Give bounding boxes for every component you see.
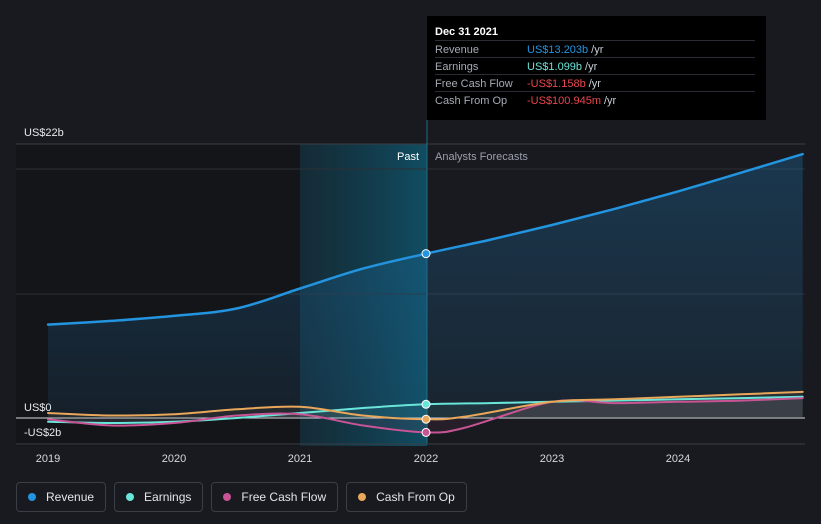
- tooltip-label: Cash From Op: [435, 95, 508, 107]
- revenue-marker: [421, 249, 431, 259]
- legend: Revenue Earnings Free Cash Flow Cash Fro…: [16, 482, 467, 512]
- x-tick-label: 2021: [288, 453, 312, 465]
- revenue-area: [48, 154, 803, 418]
- tooltip-label: Earnings: [435, 61, 479, 73]
- tooltip-row-earnings: Earnings US$1.099b/yr: [435, 57, 755, 75]
- legend-label: Earnings: [144, 490, 192, 504]
- tooltip-label: Free Cash Flow: [435, 78, 513, 90]
- legend-item-cash-from-op[interactable]: Cash From Op: [346, 482, 467, 512]
- y-axis-label: -US$2b: [24, 427, 61, 439]
- x-tick-label: 2020: [162, 453, 186, 465]
- legend-item-revenue[interactable]: Revenue: [16, 482, 107, 512]
- past-label: Past: [397, 151, 419, 163]
- tooltip-value: US$13.203b/yr: [527, 44, 604, 56]
- tooltip-value: US$1.099b/yr: [527, 61, 598, 73]
- x-tick-label: 2023: [540, 453, 564, 465]
- forecast-label: Analysts Forecasts: [435, 151, 528, 163]
- free-cash-flow-area: [48, 398, 803, 433]
- legend-item-earnings[interactable]: Earnings: [114, 482, 204, 512]
- legend-label: Free Cash Flow: [241, 490, 327, 504]
- legend-dot-icon: [28, 493, 36, 501]
- x-tick-label: 2019: [36, 453, 60, 465]
- legend-dot-icon: [126, 493, 135, 501]
- tooltip: Dec 31 2021 Revenue US$13.203b/yr Earnin…: [427, 16, 766, 120]
- legend-dot-icon: [358, 493, 367, 501]
- tooltip-row-cash-from-op: Cash From Op -US$100.945m/yr: [435, 91, 755, 109]
- legend-label: Revenue: [46, 490, 95, 504]
- legend-label: Cash From Op: [376, 490, 455, 504]
- cash-from-op-area: [48, 391, 803, 420]
- legend-dot-icon: [223, 493, 232, 501]
- y-axis-label: US$22b: [24, 127, 64, 139]
- legend-item-free-cash-flow[interactable]: Free Cash Flow: [211, 482, 339, 512]
- tooltip-date: Dec 31 2021: [435, 26, 498, 38]
- tooltip-value: -US$1.158b/yr: [527, 78, 601, 90]
- x-tick-label: 2024: [666, 453, 690, 465]
- financial-chart: 2019 2020 2021 2022 2023 2024 US$22b US$0 -US$2b…: [16, 120, 805, 465]
- tooltip-label: Revenue: [435, 44, 480, 56]
- free-cash-flow-marker: [421, 427, 431, 437]
- tooltip-row-revenue: Revenue US$13.203b/yr: [435, 40, 755, 58]
- earnings-marker: [421, 399, 431, 409]
- x-tick-label: 2022: [414, 453, 438, 465]
- y-axis-label: US$0: [24, 402, 52, 414]
- tooltip-value: -US$100.945m/yr: [527, 95, 617, 107]
- cash-from-op-marker: [421, 414, 431, 424]
- tooltip-row-free-cash-flow: Free Cash Flow -US$1.158b/yr: [435, 74, 755, 92]
